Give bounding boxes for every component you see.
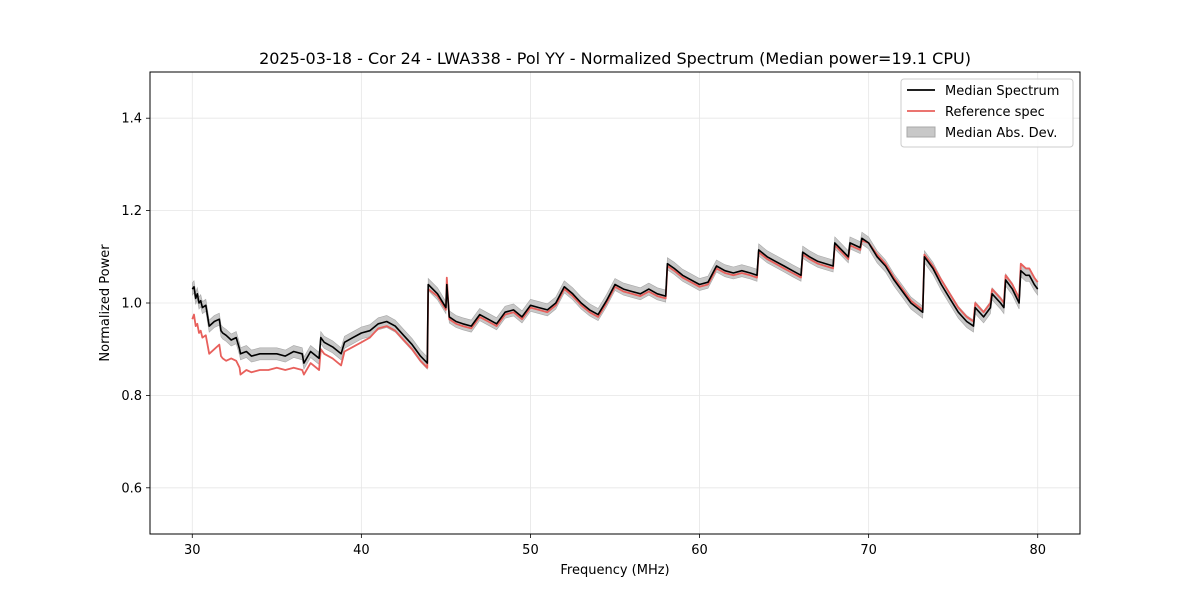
series-group (191, 237, 1039, 376)
legend-mad-label: Median Abs. Dev. (945, 126, 1057, 141)
y-tick-label: 1.0 (121, 297, 142, 312)
reference-spectrum-line (191, 239, 1039, 376)
chart-title: 2025-03-18 - Cor 24 - LWA338 - Pol YY - … (259, 49, 971, 68)
legend: Median Spectrum Reference spec Median Ab… (900, 78, 1074, 148)
y-axis-label: Normalized Power (98, 244, 113, 362)
y-tick-label: 0.8 (121, 389, 142, 404)
x-tick-label: 30 (184, 543, 201, 558)
y-tick-label: 0.6 (121, 481, 142, 496)
x-tick-label: 50 (522, 543, 539, 558)
legend-mad-swatch (906, 126, 936, 138)
x-tick-label: 80 (1029, 543, 1046, 558)
x-tick-label: 40 (353, 543, 370, 558)
y-tick-label: 1.4 (121, 112, 142, 127)
y-tick-label: 1.2 (121, 204, 142, 219)
axis-ticks: 30 40 50 60 70 80 0.6 0.8 1.0 1.2 1.4 (121, 112, 1046, 558)
median-spectrum-line (191, 237, 1039, 364)
x-tick-label: 60 (691, 543, 708, 558)
x-axis-label: Frequency (MHz) (560, 563, 669, 578)
legend-box (900, 78, 1074, 148)
legend-median-label: Median Spectrum (945, 84, 1059, 99)
x-tick-label: 70 (860, 543, 877, 558)
legend-reference-label: Reference spec (945, 105, 1045, 120)
